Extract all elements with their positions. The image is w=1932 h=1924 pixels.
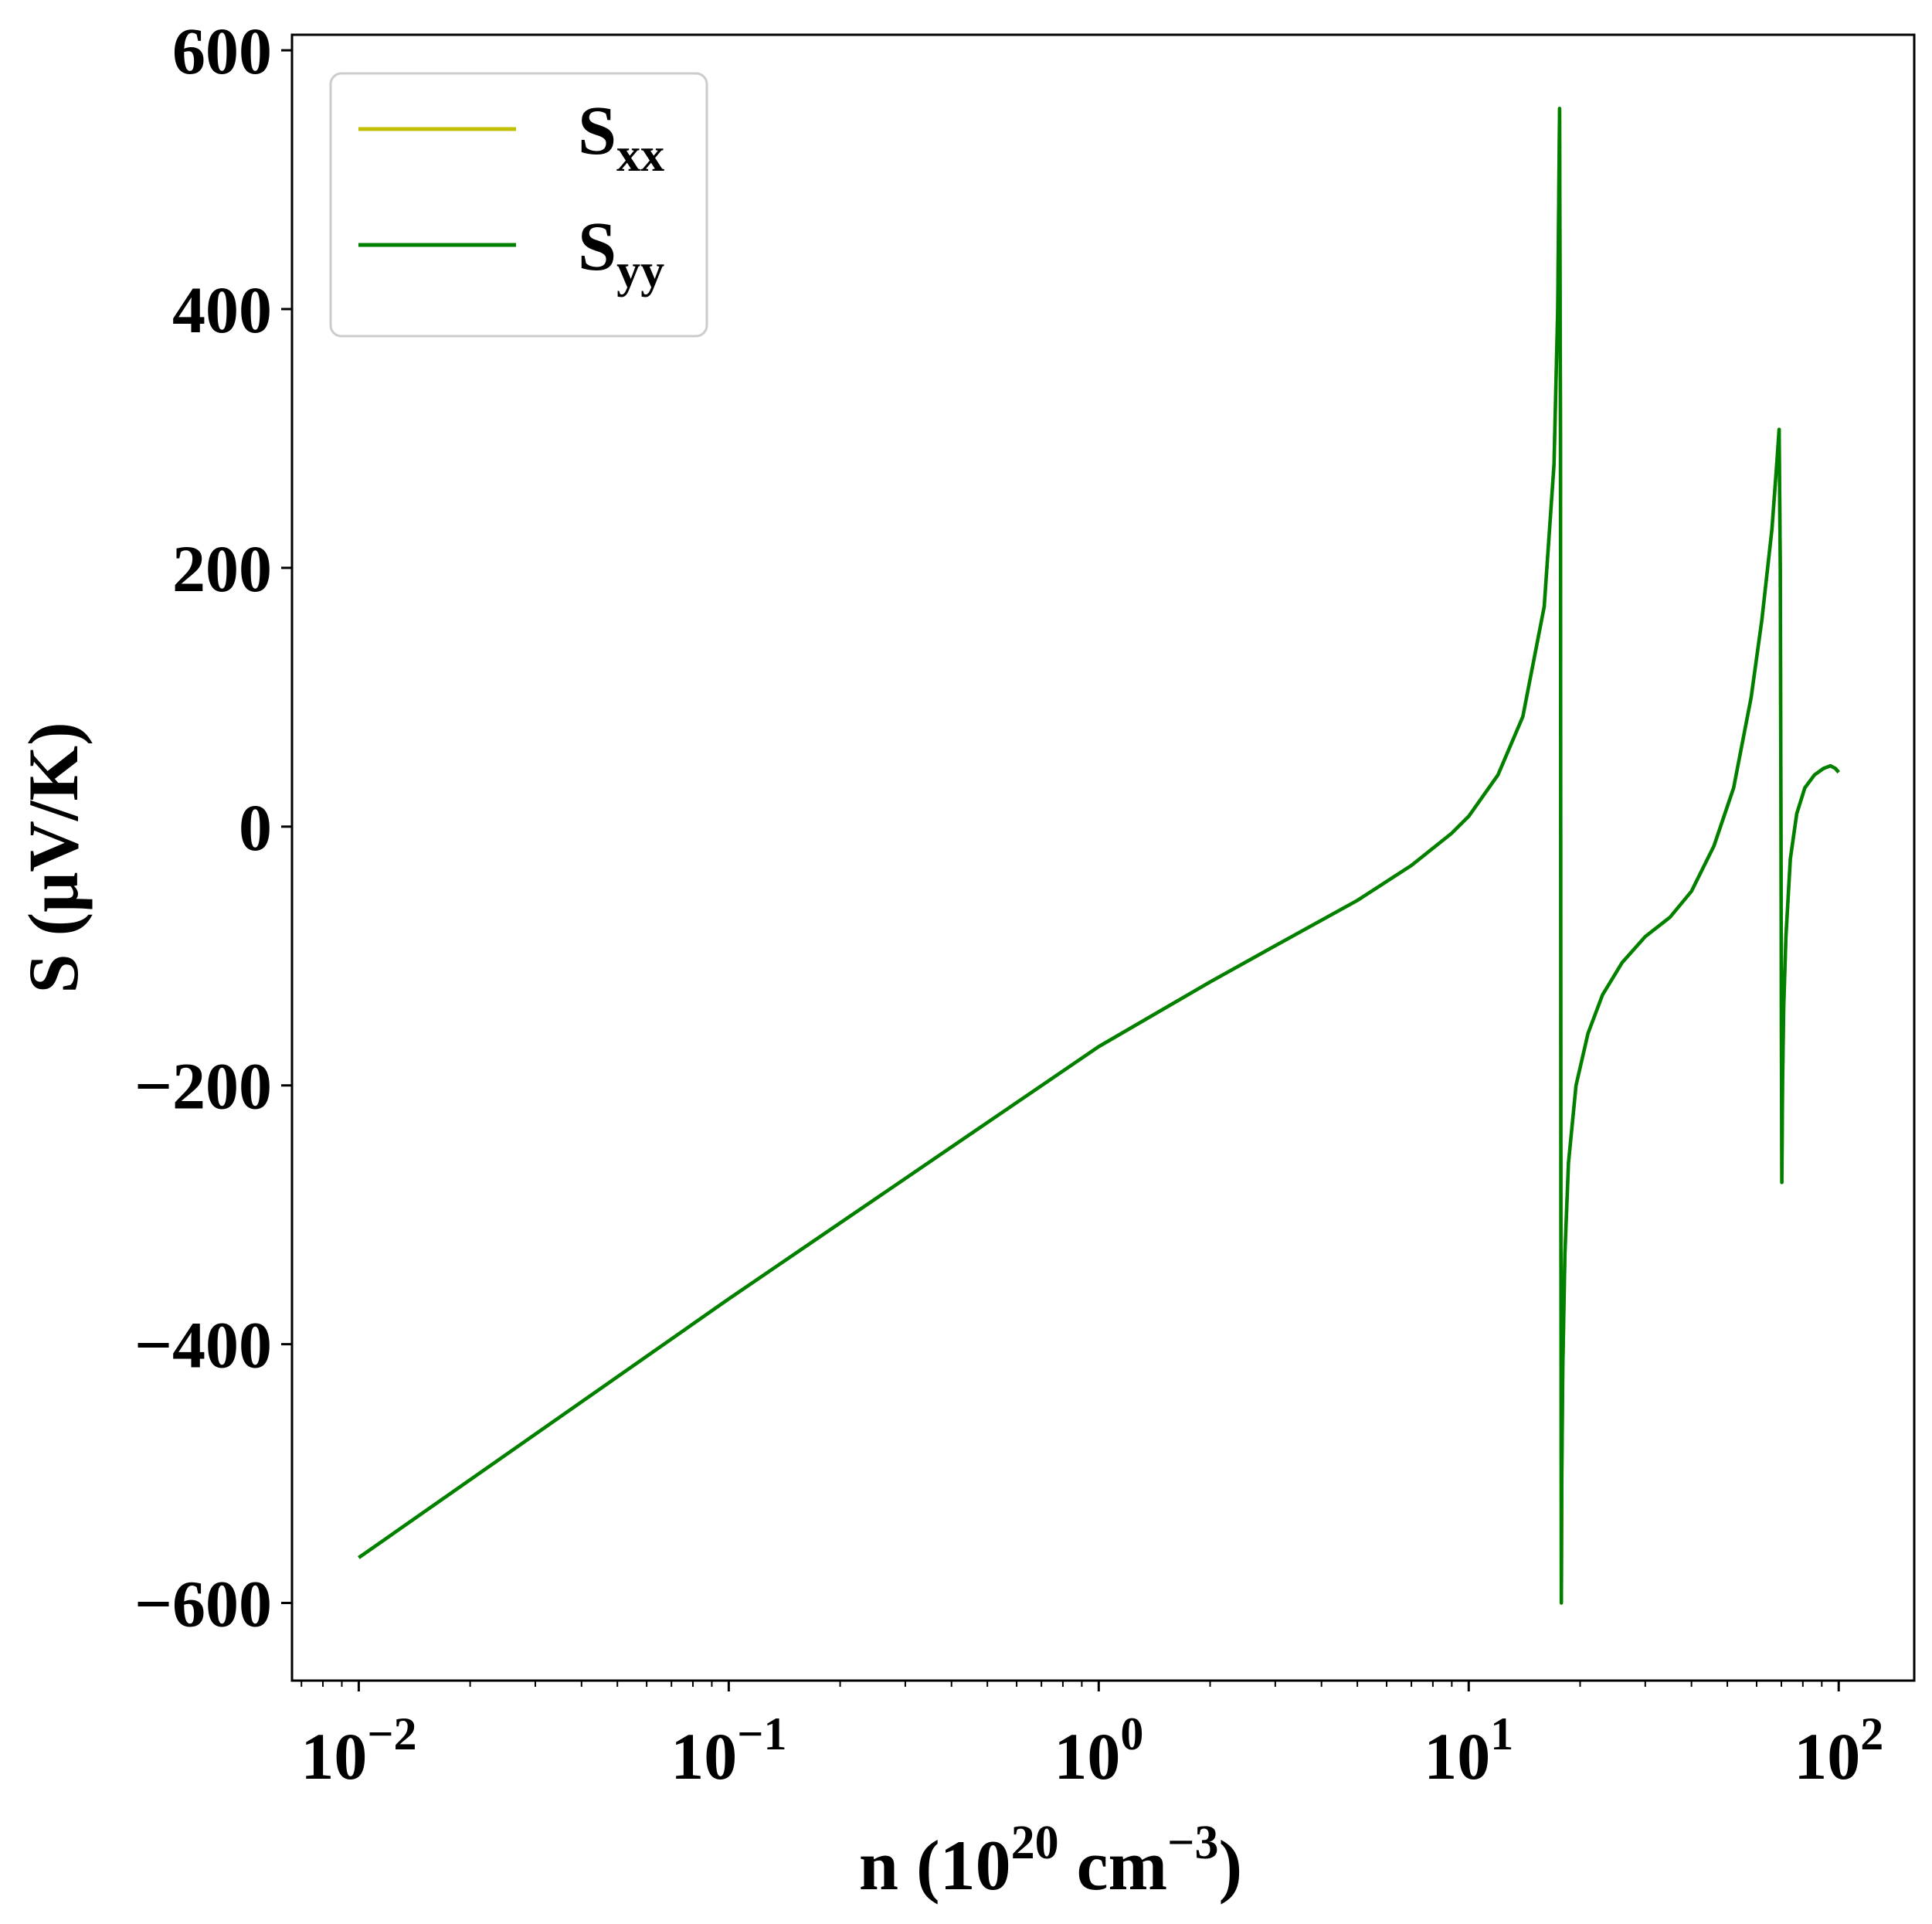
x-tick-label: 10−2	[300, 1708, 416, 1793]
legend: Sxx Syy	[329, 72, 708, 338]
y-tick-label: 600	[172, 14, 272, 88]
x-axis-label-mid: cm	[1059, 1826, 1167, 1905]
y-tick-label: 400	[172, 273, 272, 347]
y-tick-label: −200	[134, 1049, 272, 1123]
x-axis-label: n (1020 cm−3)	[859, 1817, 1242, 1905]
x-tick-label: 101	[1424, 1708, 1513, 1793]
x-axis-label-base: n (10	[859, 1826, 1011, 1905]
y-axis-label: S (μV/K)	[14, 722, 93, 993]
x-tick-label: 100	[1054, 1708, 1143, 1793]
series-line-yy	[358, 107, 1840, 1605]
y-tick-label: −400	[134, 1308, 272, 1382]
x-axis-label-end: )	[1219, 1826, 1243, 1905]
legend-box	[329, 72, 708, 338]
y-tick-label: −600	[134, 1567, 272, 1641]
y-axis: 600 400 200 0 −200 −400 −600	[134, 14, 292, 1641]
x-axis-label-sup1: 20	[1011, 1817, 1059, 1869]
y-tick-label: 0	[239, 790, 272, 865]
x-axis-label-sup2: −3	[1167, 1817, 1218, 1869]
y-tick-label: 200	[172, 532, 272, 606]
plot-series	[358, 107, 1840, 1605]
x-axis: 10−2 10−1 100 101 102	[300, 1681, 1883, 1793]
plot-frame	[290, 33, 1916, 1682]
legend-label: Syy	[578, 209, 664, 297]
legend-label: Sxx	[578, 93, 664, 182]
x-tick-label: 102	[1794, 1708, 1883, 1793]
x-tick-label: 10−1	[671, 1708, 786, 1793]
